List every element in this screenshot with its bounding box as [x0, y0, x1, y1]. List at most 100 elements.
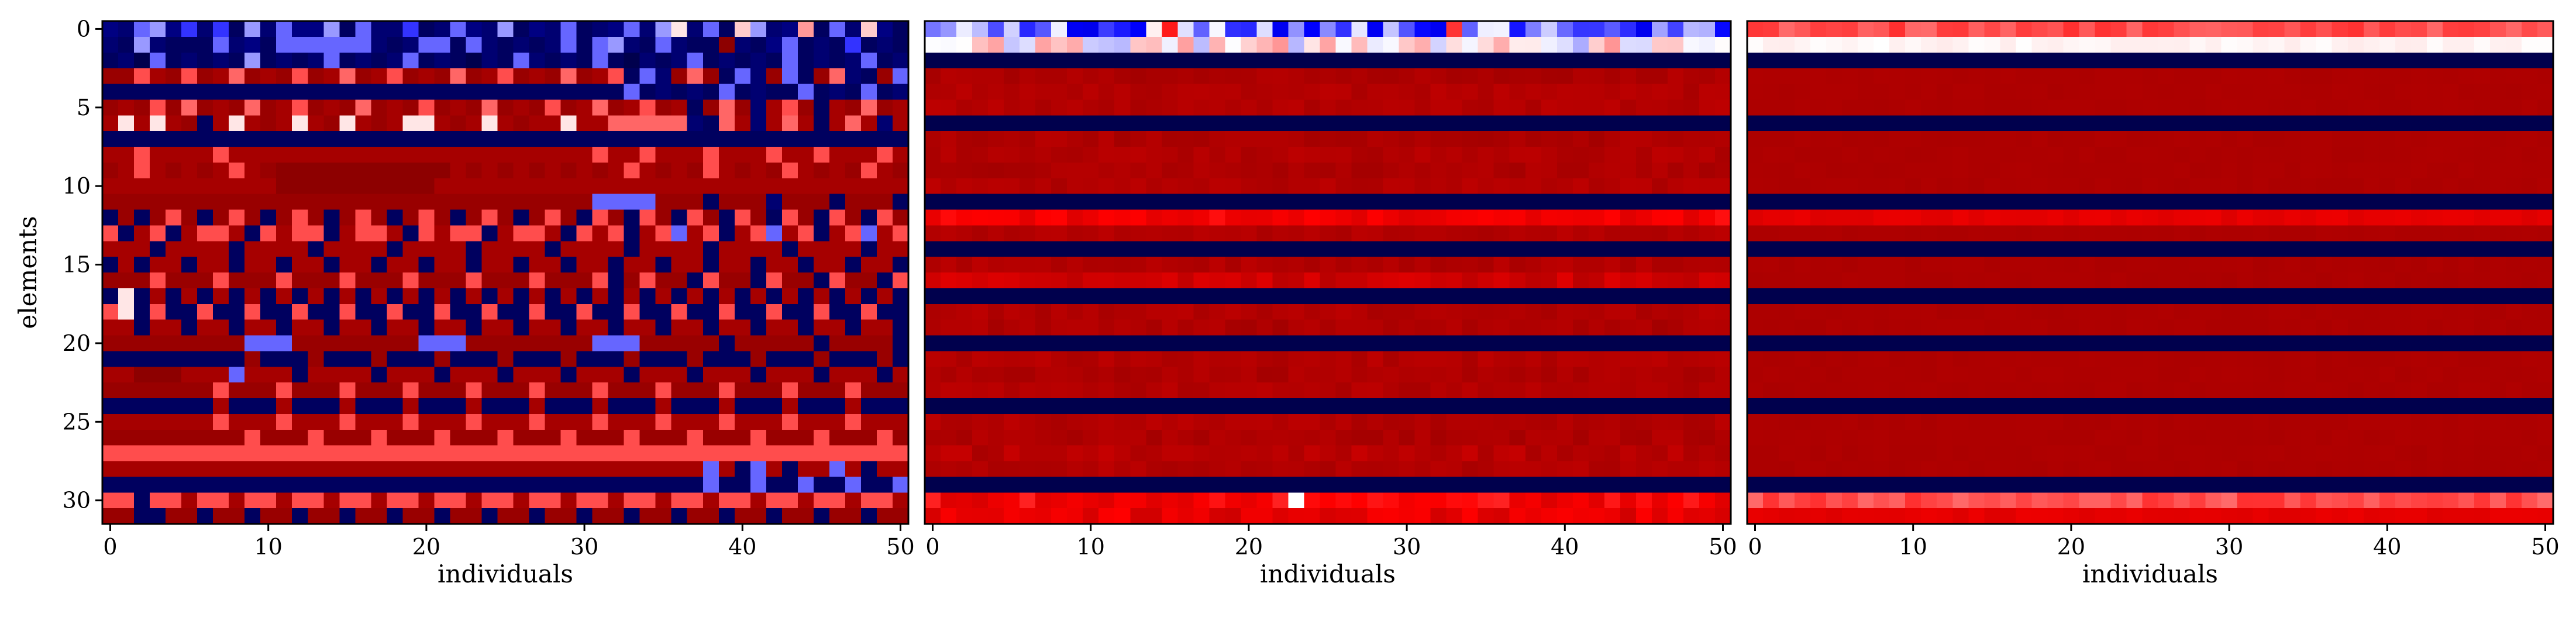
heatmap-cell — [2489, 508, 2506, 525]
heatmap-cell — [1604, 178, 1621, 195]
heatmap-cell — [1351, 21, 1368, 37]
heatmap-cell — [1399, 257, 1416, 273]
heatmap-cell — [2505, 68, 2522, 85]
heatmap-cell — [972, 319, 989, 336]
heatmap-cell — [972, 131, 989, 147]
heatmap-cell — [2268, 319, 2285, 336]
heatmap-cell — [592, 272, 609, 289]
heatmap-cell — [434, 288, 451, 305]
heatmap-cell — [387, 319, 403, 336]
heatmap-cell — [1225, 445, 1241, 462]
heatmap-cell — [1509, 84, 1526, 100]
heatmap-cell — [2095, 492, 2112, 509]
heatmap-cell — [766, 272, 783, 289]
heatmap-cell — [1858, 162, 1874, 179]
heatmap-cell — [2363, 492, 2380, 509]
heatmap-cell — [1826, 367, 1843, 383]
heatmap-cell — [1098, 241, 1115, 257]
heatmap-cell — [1320, 99, 1337, 116]
heatmap-cell — [1146, 429, 1162, 446]
heatmap-cell — [166, 21, 182, 37]
heatmap-cell — [2426, 272, 2443, 289]
heatmap-cell — [941, 99, 957, 116]
heatmap-cell — [1921, 492, 1937, 509]
heatmap-cell — [529, 21, 546, 37]
heatmap-cell — [766, 429, 783, 446]
heatmap-cell — [1020, 351, 1036, 367]
heatmap-cell — [2363, 131, 2380, 147]
heatmap-cell — [2047, 209, 2064, 226]
heatmap-cell — [1320, 335, 1337, 351]
heatmap-cell — [2474, 445, 2491, 462]
heatmap-cell — [1572, 288, 1589, 305]
heatmap-cell — [956, 461, 973, 477]
heatmap-cell — [1430, 194, 1447, 211]
heatmap-cell — [1446, 335, 1463, 351]
heatmap-cell — [450, 272, 467, 289]
heatmap-cell — [1588, 52, 1605, 69]
heatmap-cell — [1272, 335, 1289, 351]
heatmap-cell — [1921, 162, 1937, 179]
heatmap-cell — [2442, 21, 2459, 37]
heatmap-cell — [2063, 429, 2080, 446]
heatmap-cell — [166, 335, 182, 351]
heatmap-cell — [1984, 131, 2000, 147]
heatmap-cell — [1635, 477, 1652, 493]
heatmap-cell — [1635, 319, 1652, 336]
heatmap-cell — [2489, 131, 2506, 147]
heatmap-cell — [1462, 21, 1479, 37]
heatmap-cell — [2110, 477, 2127, 493]
heatmap-cell — [418, 241, 435, 257]
heatmap-cell — [2237, 257, 2254, 273]
heatmap-cell — [1177, 492, 1194, 509]
heatmap-cell — [1288, 398, 1305, 415]
heatmap-cell — [1177, 257, 1194, 273]
heatmap-cell — [1162, 492, 1178, 509]
heatmap-cell — [150, 147, 166, 163]
heatmap-cell — [260, 21, 277, 37]
heatmap-cell — [2095, 241, 2112, 257]
heatmap-panel-right: 0 10 20 30 40 50 individuals — [1746, 20, 2560, 588]
heatmap-cell — [892, 99, 909, 116]
heatmap-cell — [1541, 194, 1558, 211]
heatmap-cell — [1826, 99, 1843, 116]
heatmap-cell — [2521, 162, 2538, 179]
heatmap-cell — [2000, 288, 2016, 305]
heatmap-cell — [1256, 257, 1273, 273]
heatmap-cell — [797, 194, 814, 211]
heatmap-cell — [1968, 508, 1985, 525]
heatmap-cell — [560, 257, 577, 273]
heatmap-cell — [1635, 257, 1652, 273]
heatmap-cell — [624, 194, 640, 211]
heatmap-cell — [1968, 272, 1985, 289]
heatmap-cell — [1699, 21, 1716, 37]
heatmap-cell — [1209, 68, 1225, 85]
heatmap-cell — [2063, 351, 2080, 367]
heatmap-cell — [1288, 351, 1305, 367]
heatmap-cell — [1683, 178, 1700, 195]
heatmap-cell — [1667, 382, 1684, 399]
heatmap-cell — [766, 508, 783, 525]
heatmap-cell — [529, 461, 546, 477]
heatmap-cell — [1889, 445, 1906, 462]
heatmap-cell — [2426, 36, 2443, 53]
heatmap-cell — [1051, 398, 1067, 415]
heatmap-cell — [2284, 367, 2301, 383]
heatmap-cell — [1430, 225, 1447, 242]
heatmap-cell — [1241, 241, 1258, 257]
heatmap-cell — [2395, 36, 2412, 53]
heatmap-panel-middle: 0 10 20 30 40 50 individuals — [924, 20, 1737, 588]
heatmap-cell — [1256, 178, 1273, 195]
heatmap-cell — [2063, 335, 2080, 351]
heatmap-cell — [2363, 272, 2380, 289]
heatmap-cell — [1747, 241, 1764, 257]
heatmap-cell — [2537, 225, 2554, 242]
heatmap-cell — [1683, 241, 1700, 257]
heatmap-cell — [1572, 319, 1589, 336]
heatmap-cell — [1304, 477, 1321, 493]
heatmap-cell — [1351, 382, 1368, 399]
heatmap-cell — [2410, 36, 2427, 53]
heatmap-cell — [1146, 492, 1162, 509]
heatmap-cell — [1556, 319, 1573, 336]
heatmap-cell — [1984, 492, 2000, 509]
